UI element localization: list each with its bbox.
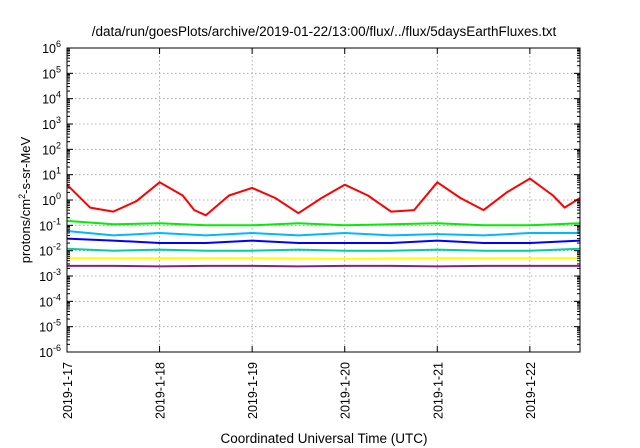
y-axis-label: protons/cm2-s-sr-MeV	[17, 136, 33, 263]
y-tick-base: 10	[39, 219, 53, 233]
y-tick-base: 10	[42, 194, 56, 208]
y-tick-label: 10-3	[39, 267, 61, 284]
flux-series-line	[66, 247, 581, 252]
flux-series-line	[67, 264, 580, 268]
y-tick-label: 100	[42, 191, 61, 208]
y-axis-label-sup: 2	[17, 194, 27, 199]
x-tick-label: 2019-1-21	[431, 362, 445, 419]
y-axis-label-base: protons/cm	[18, 199, 33, 263]
flux-series-line	[66, 230, 580, 237]
y-tick-base: 10	[39, 245, 53, 259]
grid	[67, 48, 580, 352]
x-tick-label: 2019-1-22	[524, 362, 538, 419]
x-tick-label: 2019-1-20	[339, 362, 353, 419]
y-tick-base: 10	[42, 42, 56, 56]
y-tick-exponent: 4	[56, 90, 61, 100]
y-tick-base: 10	[42, 169, 56, 183]
x-axis: 2019-1-17 2019-1-18 2019-1-19 2019-1-20 2019…	[61, 48, 538, 419]
y-tick-label: 10-6	[39, 343, 61, 360]
y-tick-base: 10	[39, 295, 53, 309]
y-axis-label-rest: -s-sr-MeV	[18, 136, 33, 193]
y-tick-label: 103	[42, 115, 61, 132]
x-tick-label: 2019-1-17	[61, 362, 75, 419]
y-tick-exponent: 5	[56, 64, 61, 74]
y-tick-exponent: -6	[53, 343, 61, 353]
y-tick-label: 101	[42, 166, 61, 183]
y-tick-exponent: -3	[53, 267, 61, 277]
y-tick-label: 102	[42, 140, 61, 157]
flux-series-line	[66, 219, 581, 227]
x-tick-label: 2019-1-18	[154, 362, 168, 419]
y-axis: 10-610-510-410-310-210-11001011021031041…	[39, 39, 580, 360]
y-tick-label: 10-4	[39, 292, 61, 309]
y-tick-base: 10	[42, 67, 56, 81]
y-tick-label: 10-2	[39, 242, 61, 259]
y-tick-exponent: 6	[56, 39, 61, 49]
x-tick-label: 2019-1-19	[246, 362, 260, 419]
flux-series-line	[66, 177, 581, 217]
y-tick-exponent: -2	[53, 242, 61, 252]
y-tick-exponent: 2	[56, 140, 61, 150]
y-tick-label: 106	[42, 39, 61, 56]
y-tick-label: 105	[42, 64, 61, 81]
y-tick-exponent: -5	[53, 318, 61, 328]
y-tick-label: 10-5	[39, 318, 61, 335]
y-tick-base: 10	[42, 93, 56, 107]
y-tick-base: 10	[39, 346, 53, 360]
y-tick-exponent: -4	[53, 292, 61, 302]
y-tick-base: 10	[42, 118, 56, 132]
y-tick-label: 104	[42, 90, 61, 107]
chart-title: /data/run/goesPlots/archive/2019-01-22/1…	[92, 24, 557, 39]
flux-series-line	[66, 237, 581, 244]
y-tick-base: 10	[39, 321, 53, 335]
y-tick-exponent: 3	[56, 115, 61, 125]
y-tick-exponent: 1	[56, 166, 61, 176]
y-tick-base: 10	[39, 270, 53, 284]
y-tick-base: 10	[42, 143, 56, 157]
data-series	[66, 177, 581, 268]
y-tick-label: 10-1	[39, 216, 61, 233]
x-axis-label: Coordinated Universal Time (UTC)	[220, 431, 427, 446]
y-tick-exponent: -1	[53, 216, 61, 226]
y-tick-exponent: 0	[56, 191, 61, 201]
